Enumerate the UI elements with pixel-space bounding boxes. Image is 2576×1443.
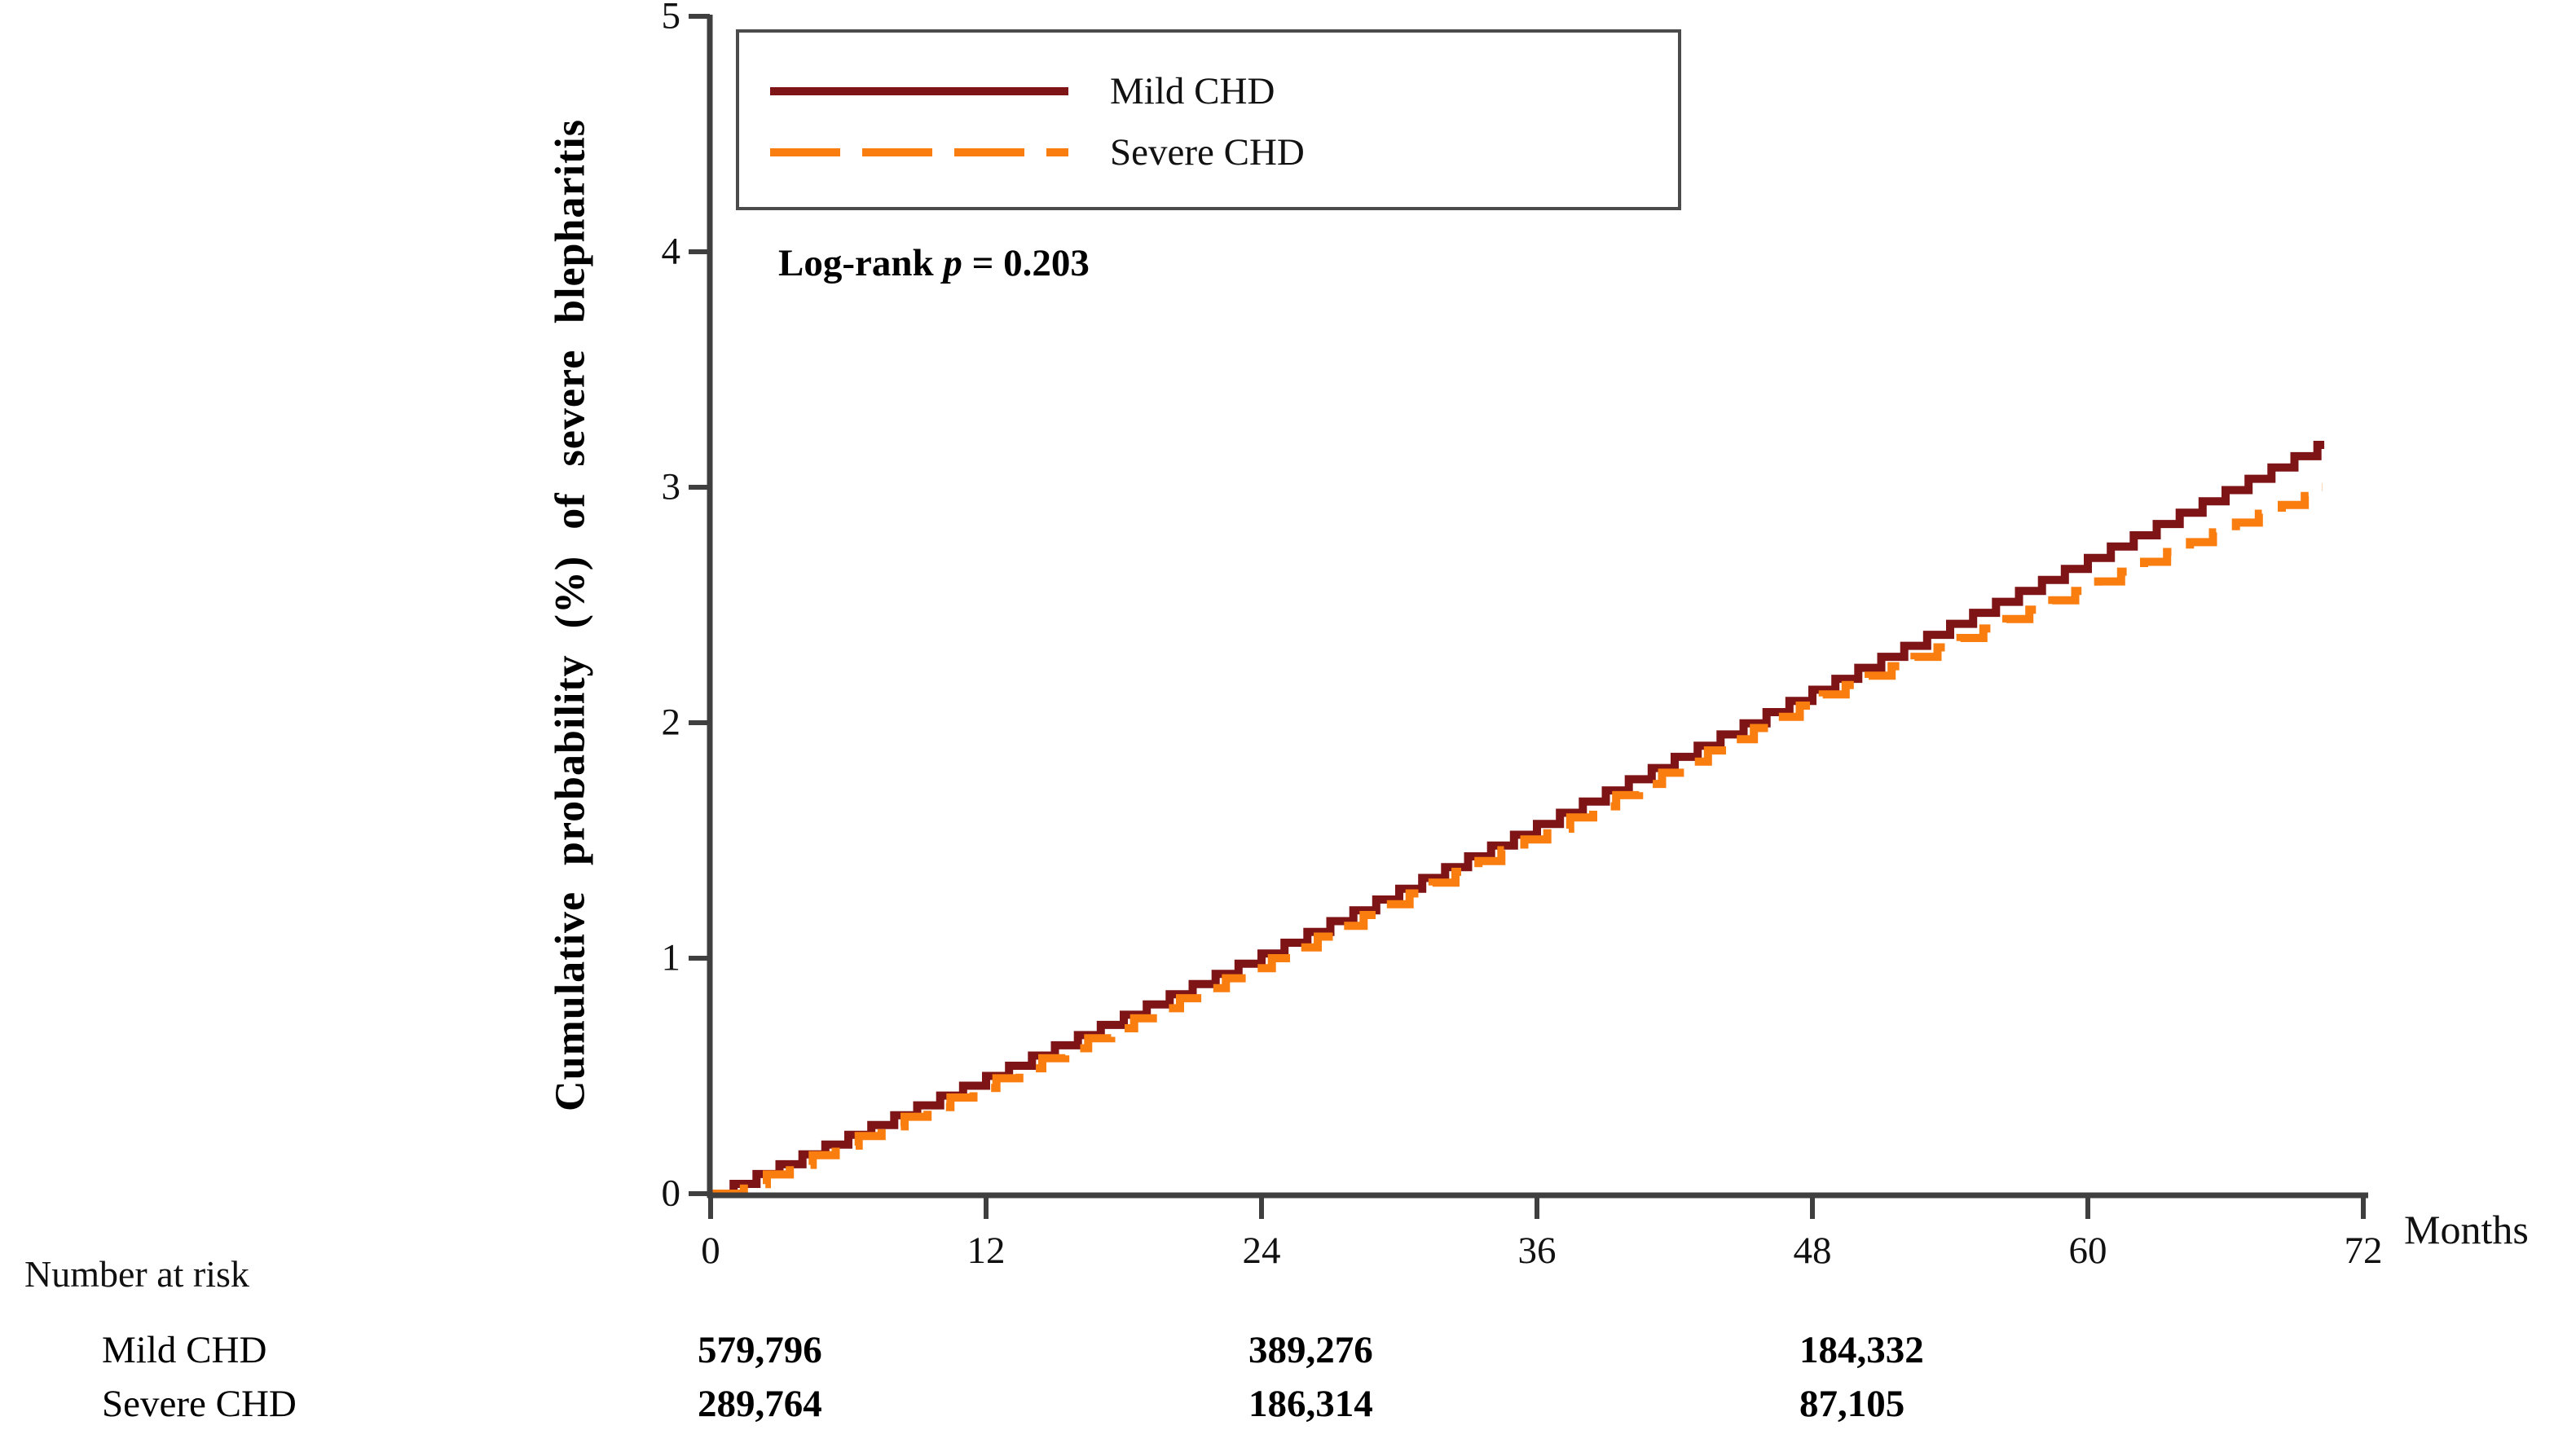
risk-count-value: 389,276 (1248, 1329, 1373, 1371)
risk-count-value: 579,796 (698, 1329, 822, 1371)
y-tick-label: 0 (661, 1172, 681, 1215)
risk-count-value: 87,105 (1799, 1383, 1905, 1425)
legend-label-mild-chd: Mild CHD (1110, 70, 1275, 112)
y-tick-label: 3 (661, 465, 681, 508)
severe-chd-line-sample (770, 148, 1068, 156)
mild-chd-curve (711, 441, 2325, 1198)
x-axis-unit-label: Months (2404, 1207, 2529, 1252)
x-tick-label: 12 (967, 1230, 1006, 1272)
log-rank-annotation: Log-rank p = 0.203 (778, 241, 1090, 285)
log-rank-value: = 0.203 (962, 242, 1090, 284)
mild-chd-line-sample (770, 87, 1068, 95)
x-tick-label: 36 (1517, 1230, 1557, 1272)
legend-label-severe-chd: Severe CHD (1110, 131, 1305, 174)
x-tick-label: 24 (1242, 1230, 1281, 1272)
y-tick-label: 5 (661, 0, 681, 37)
x-tick-label: 72 (2344, 1230, 2383, 1272)
x-tick-label: 48 (1793, 1230, 1832, 1272)
risk-row-label: Mild CHD (102, 1329, 267, 1371)
y-axis-title: Cumulative probability (%) of severe ble… (547, 119, 594, 1111)
axis-tick-marks (689, 14, 2366, 1219)
log-rank-prefix: Log-rank (778, 242, 944, 284)
log-rank-p-symbol: p (943, 242, 962, 284)
x-tick-label: 60 (2068, 1230, 2107, 1272)
risk-count-value: 186,314 (1248, 1383, 1373, 1425)
number-at-risk-title: Number at risk (24, 1253, 249, 1295)
x-tick-label: 0 (701, 1230, 720, 1272)
risk-count-value: 289,764 (698, 1383, 822, 1425)
y-tick-label: 2 (661, 701, 681, 744)
risk-row-label: Severe CHD (102, 1383, 297, 1425)
y-tick-label: 1 (661, 936, 681, 979)
risk-count-value: 184,332 (1799, 1329, 1924, 1371)
legend-box: Mild CHD Severe CHD (736, 29, 1681, 210)
y-tick-label: 4 (661, 230, 681, 273)
severe-chd-curve (711, 483, 2323, 1198)
